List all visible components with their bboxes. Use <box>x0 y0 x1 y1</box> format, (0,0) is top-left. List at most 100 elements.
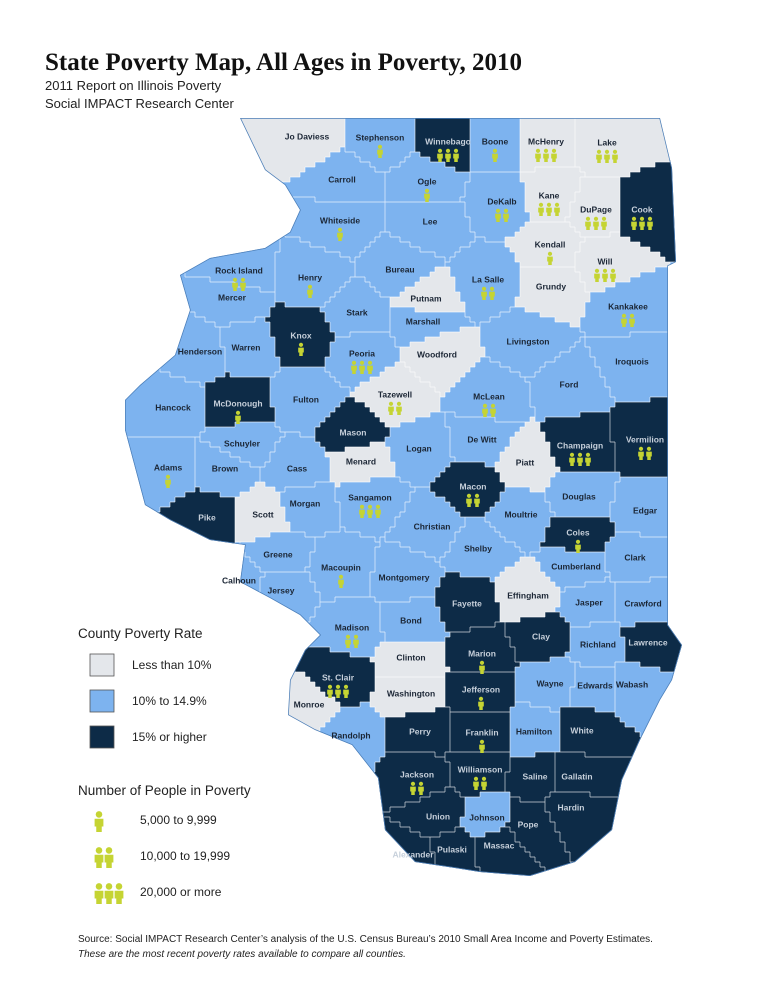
county <box>440 517 525 582</box>
county-borders <box>125 118 682 876</box>
county <box>540 517 615 552</box>
icon-body <box>621 318 627 327</box>
legend-label: 15% or higher <box>132 730 207 744</box>
icon-head <box>543 148 549 153</box>
county-label: Grundy <box>536 281 566 291</box>
icon-head <box>575 539 581 544</box>
icon-body <box>396 406 402 415</box>
person-icon <box>377 144 383 158</box>
icon-body <box>593 221 599 230</box>
person-icon <box>437 148 443 162</box>
county-label: Moultrie <box>504 509 537 519</box>
person-icon <box>114 883 124 904</box>
person-icon <box>375 504 381 518</box>
county-label: DeKalb <box>487 196 516 206</box>
icon-head <box>396 401 402 406</box>
county <box>385 707 450 757</box>
county-label: McHenry <box>528 136 564 146</box>
county <box>505 222 585 267</box>
icon-head <box>604 149 610 154</box>
person-icon <box>569 452 575 466</box>
person-icon <box>345 634 351 648</box>
person-icon <box>610 268 616 282</box>
person-icon <box>94 847 104 868</box>
county-label: Ford <box>560 379 579 389</box>
icon-head <box>115 883 123 890</box>
icon-head <box>232 277 238 282</box>
person-icon <box>453 148 459 162</box>
person-icon <box>338 574 344 588</box>
person-icon <box>359 504 365 518</box>
county <box>450 712 510 752</box>
icon-head <box>343 684 349 689</box>
county <box>460 172 530 242</box>
county-label: Pope <box>518 819 539 829</box>
county <box>380 787 465 837</box>
icon-head <box>307 284 313 289</box>
icon-head <box>367 504 373 509</box>
county <box>275 232 355 307</box>
icon-body <box>602 273 608 282</box>
county-label: Hancock <box>155 402 191 412</box>
county-label: Winnebago <box>425 136 471 146</box>
county-label: Richland <box>580 639 616 649</box>
icon-body <box>601 221 607 230</box>
person-icon <box>410 781 416 795</box>
icon-body <box>631 221 637 230</box>
icon-head <box>95 811 103 818</box>
icon-head <box>105 847 113 854</box>
county <box>370 642 450 677</box>
icon-head <box>474 493 480 498</box>
source: Source: Social IMPACT Research Center’s … <box>78 934 653 945</box>
county-label: Scott <box>252 509 273 519</box>
icon-body <box>639 221 645 230</box>
county <box>510 702 560 757</box>
icon-body <box>479 744 485 753</box>
county-label: Edwards <box>577 680 613 690</box>
person-icon <box>647 216 653 230</box>
county <box>400 327 485 397</box>
person-icon <box>575 539 581 553</box>
icon-head <box>377 144 383 149</box>
icon-head <box>359 360 365 365</box>
county-label: Jo Daviess <box>285 131 330 141</box>
county-label: De Witt <box>467 434 496 444</box>
person-icon <box>351 360 357 374</box>
icon-body <box>495 213 501 222</box>
icon-head <box>577 452 583 457</box>
person-icon <box>594 268 600 282</box>
icon-head <box>453 148 459 153</box>
person-icon <box>646 446 652 460</box>
icon-head <box>424 188 430 193</box>
icon-head <box>554 202 560 207</box>
icon-head <box>353 634 359 639</box>
icon-head <box>602 268 608 273</box>
county <box>460 792 510 837</box>
county-label: Morgan <box>290 498 321 508</box>
icon-body <box>94 890 104 904</box>
county-label: Jefferson <box>462 684 500 694</box>
county-label: Johnson <box>469 812 504 822</box>
icon-body <box>610 273 616 282</box>
person-icon <box>240 277 246 291</box>
county-label: Warren <box>232 342 261 352</box>
county-label: Menard <box>346 456 376 466</box>
icon-body <box>577 457 583 466</box>
icon-head <box>638 446 644 451</box>
icon-head <box>337 227 343 232</box>
county-label: Perry <box>409 726 431 736</box>
icon-body <box>481 291 487 300</box>
icon-body <box>351 365 357 374</box>
person-icon <box>492 148 498 162</box>
person-icon <box>482 403 488 417</box>
county-label: Montgomery <box>379 572 430 582</box>
county <box>525 337 615 422</box>
person-icon <box>495 208 501 222</box>
county-label: Macon <box>460 481 487 491</box>
person-icon <box>424 188 430 202</box>
person-icon <box>343 684 349 698</box>
county-label: Greene <box>263 549 293 559</box>
county <box>325 442 395 487</box>
county-label: Calhoun <box>222 575 256 585</box>
icon-head <box>418 781 424 786</box>
